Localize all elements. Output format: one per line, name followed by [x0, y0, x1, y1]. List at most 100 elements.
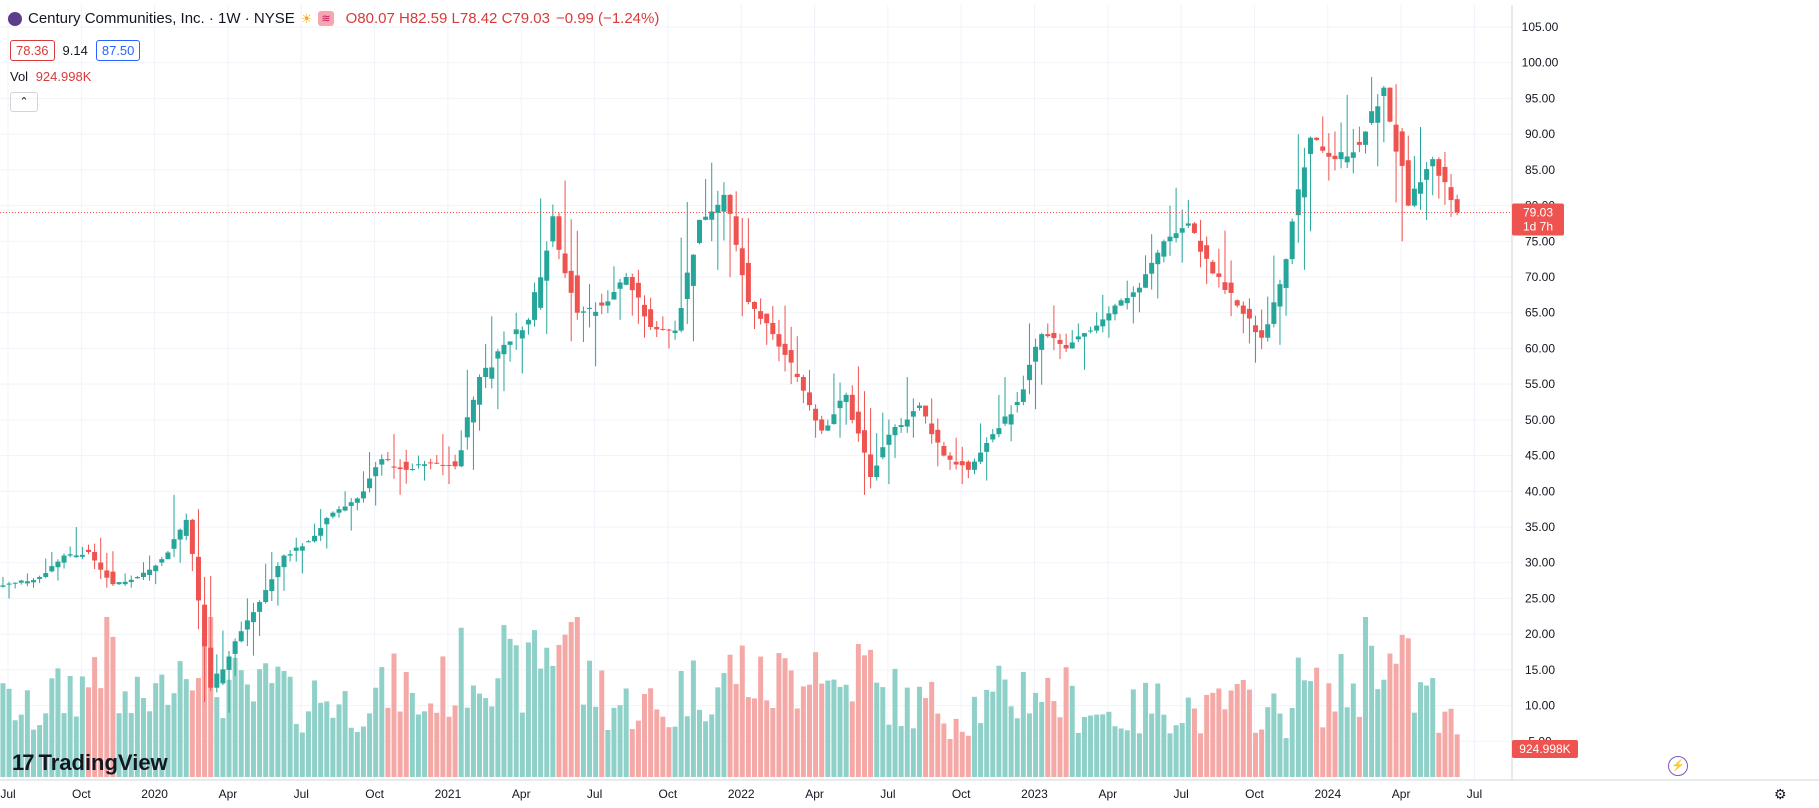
- volume-bar: [959, 731, 965, 777]
- volume-bar: [250, 701, 256, 777]
- time-axis[interactable]: Jul Oct 2020 Apr Jul Oct 2021 Apr Jul Oct 2022 Apr J…: [0, 787, 1482, 801]
- candle-body: [12, 582, 18, 584]
- candle-body: [275, 566, 281, 578]
- candle-body: [904, 419, 910, 427]
- volume-bar: [1149, 713, 1155, 777]
- candles: [0, 77, 1460, 713]
- candle-body: [49, 566, 55, 572]
- volume-bar: [226, 679, 232, 777]
- candle-body: [1106, 313, 1112, 321]
- volume-bar: [342, 691, 348, 777]
- price-axis[interactable]: 105.00100.0095.0090.0085.0080.0075.0070.…: [1522, 20, 1559, 748]
- volume-bar: [440, 656, 446, 777]
- lightning-icon[interactable]: ⚡: [1668, 756, 1688, 776]
- time-tick-label: 2022: [728, 787, 755, 801]
- volume-bar: [648, 688, 654, 777]
- candle-body: [464, 417, 470, 438]
- candle-body: [1130, 292, 1136, 297]
- symbol-title[interactable]: Century Communities, Inc. · 1W · NYSE: [28, 10, 295, 27]
- volume-bar: [587, 660, 593, 777]
- tradingview-mark-icon: 17: [12, 750, 35, 775]
- collapse-legend-button[interactable]: ⌃: [10, 92, 38, 112]
- candle-body: [861, 430, 867, 453]
- candle-body: [1228, 282, 1234, 293]
- volume-bar: [1161, 714, 1167, 777]
- volume-bar: [0, 683, 6, 777]
- volume-bar: [269, 683, 275, 777]
- candle-body: [819, 419, 825, 431]
- candle-body: [342, 506, 348, 511]
- candle-body: [739, 248, 745, 276]
- volume-bar: [794, 708, 800, 777]
- candle-body: [727, 194, 733, 214]
- volume-bar: [1216, 688, 1222, 777]
- volume-bar: [373, 687, 379, 777]
- volume-bar: [1454, 734, 1460, 777]
- candle-body: [984, 442, 990, 452]
- volume-bar: [189, 690, 195, 777]
- tradingview-logo[interactable]: 17 TradingView: [12, 750, 168, 776]
- volume-bar: [1136, 733, 1142, 777]
- volume-bar: [861, 655, 867, 777]
- candle-body: [1143, 274, 1149, 288]
- candle-body: [562, 253, 568, 274]
- candle-body: [1051, 332, 1057, 339]
- time-tick-label: Jul: [1467, 787, 1482, 801]
- volume-bar: [758, 656, 764, 777]
- time-tick-label: Apr: [1392, 787, 1411, 801]
- candle-body: [538, 277, 544, 308]
- candle-body: [440, 464, 446, 466]
- volume-bar: [122, 691, 128, 777]
- candle-body: [532, 292, 538, 320]
- volume-bar: [745, 697, 751, 777]
- candle-body: [1210, 261, 1216, 274]
- candle-body: [483, 367, 489, 377]
- volume-bar: [1081, 716, 1087, 777]
- volume-bar: [953, 718, 959, 777]
- candle-body: [37, 577, 43, 579]
- volume-bar: [214, 697, 220, 777]
- candle-body: [642, 304, 648, 317]
- buy-price-box[interactable]: 87.50: [95, 40, 141, 61]
- volume-bar: [800, 686, 806, 777]
- candle-body: [1259, 330, 1265, 338]
- candle-body: [446, 465, 452, 467]
- candle-body: [43, 573, 49, 577]
- candle-body: [806, 392, 812, 406]
- candle-body: [941, 446, 947, 456]
- settings-gear-icon[interactable]: ⚙: [1774, 786, 1787, 802]
- candle-body: [1448, 187, 1454, 201]
- volume-bar: [153, 683, 159, 777]
- candle-body: [978, 452, 984, 462]
- volume-bar: [397, 711, 403, 777]
- volume-bar: [477, 693, 483, 777]
- candle-body: [990, 434, 996, 440]
- volume-bar: [1008, 706, 1014, 777]
- volume-bar: [1338, 654, 1344, 777]
- volume-bar: [1411, 712, 1417, 777]
- candle-body: [232, 641, 238, 654]
- volume-bar: [1283, 738, 1289, 777]
- candle-body: [1436, 159, 1442, 176]
- candle-body: [422, 464, 428, 466]
- candle-body: [1136, 287, 1142, 293]
- volume-bar: [916, 686, 922, 777]
- volume-bar: [739, 645, 745, 777]
- time-tick-label: Jul: [1173, 787, 1188, 801]
- volume-bar: [727, 654, 733, 777]
- candle-body: [745, 262, 751, 302]
- sell-price-box[interactable]: 78.36: [10, 40, 55, 61]
- candle-body: [587, 307, 593, 309]
- volume-bar: [140, 698, 146, 777]
- ohlc-values: O80.07 H82.59 L78.42 C79.03: [346, 10, 550, 27]
- candle-body: [1112, 305, 1118, 315]
- indicator-icon[interactable]: ≋: [318, 11, 334, 26]
- volume-bar: [892, 668, 898, 777]
- volume-bar: [819, 683, 825, 777]
- volume-bar: [1143, 682, 1149, 777]
- candle-body: [910, 411, 916, 417]
- candle-body: [623, 277, 629, 285]
- time-tick-label: Oct: [659, 787, 678, 801]
- price-tick-label: 105.00: [1522, 20, 1559, 34]
